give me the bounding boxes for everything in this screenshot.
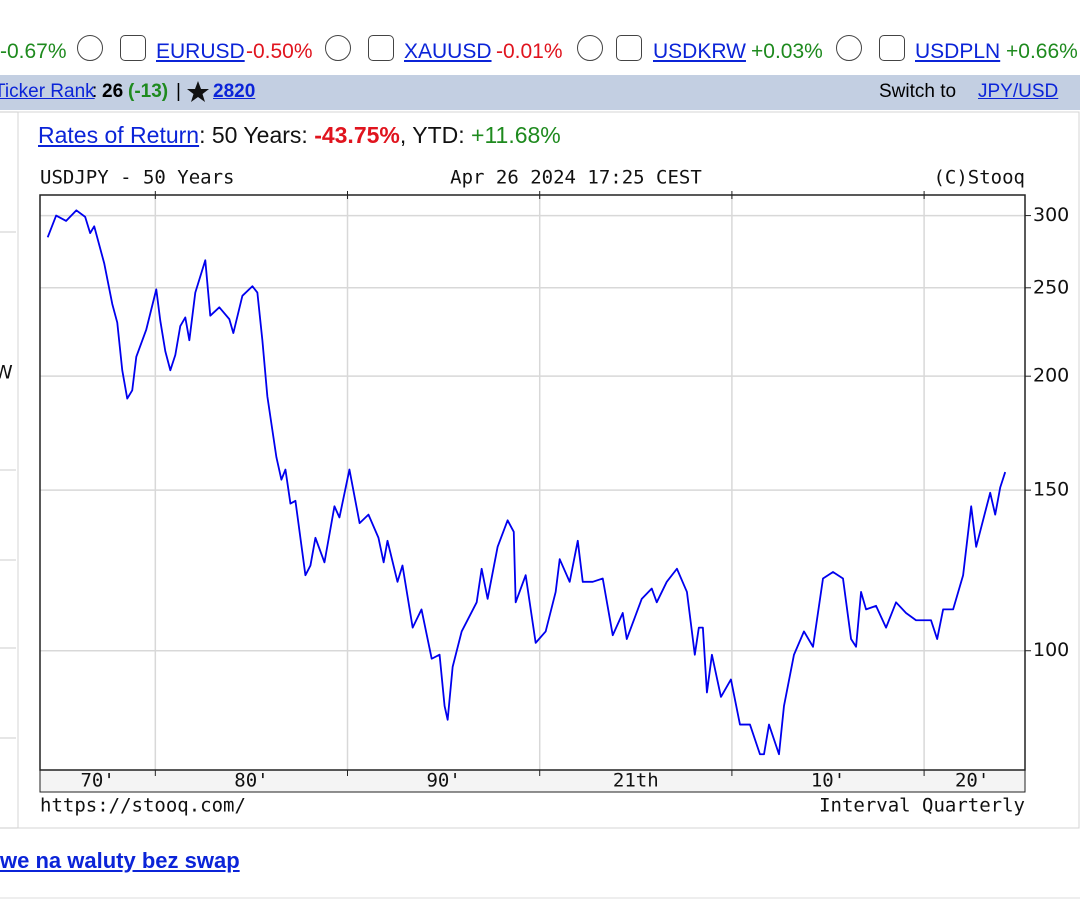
ticker-link[interactable]: XAUUSD [404,40,492,63]
chart-url: https://stooq.com/ [40,795,246,817]
x-tick-label: 70' [80,770,114,792]
chart-source: (C)Stooq [933,167,1025,189]
ticker-change: +0.03% [751,40,823,63]
y-tick-label: 200 [1033,365,1069,387]
checkbox[interactable] [616,35,642,61]
returns-period-value: -43.75% [314,122,400,148]
rank-change: (-13) [128,81,169,102]
chart-timestamp: Apr 26 2024 17:25 CEST [450,167,702,189]
grid: 100 150 200 250 300 70' 80' 90' 21th 10' 20' [40,191,1069,792]
y-tick-label: 150 [1033,479,1069,501]
ticker-change: +0.66% [1006,40,1078,63]
ticker-change: -0.50% [246,40,313,63]
chart-title: USDJPY - 50 Years [40,167,234,189]
returns-ytd-label: , YTD: [399,122,465,148]
y-tick-label: 300 [1033,204,1069,226]
ticker-link[interactable]: USDPLN [915,40,1001,63]
radio[interactable] [836,35,862,61]
x-axis-strip [39,769,1026,793]
radio[interactable] [577,35,603,61]
x-tick-label: 21th [613,770,659,792]
plot-frame [39,194,1026,771]
chart-card [17,111,1080,829]
side-fragment: W [0,362,13,384]
footer-link[interactable]: we na waluty bez swap [0,848,240,873]
rank-sep: : [92,81,98,102]
y-tick-label: 250 [1033,276,1069,298]
star-icon [187,81,209,102]
views-link[interactable]: 2820 [213,81,256,102]
radio[interactable] [325,35,351,61]
radio[interactable] [77,35,103,61]
checkbox[interactable] [879,35,905,61]
returns-link[interactable]: Rates of Return [38,122,200,148]
plot [46,209,1007,756]
checkbox[interactable] [368,35,394,61]
ticker-link[interactable]: EURUSD [156,40,245,63]
price-line [46,209,1007,756]
returns-ytd-value: +11.68% [471,122,561,148]
info-bar [0,75,1080,110]
ticker-change: -0.01% [496,40,563,63]
x-tick-label: 10' [811,770,845,792]
y-tick-label: 100 [1033,639,1069,661]
chart-interval: Interval Quarterly [819,795,1025,817]
ticker-change: -0.67% [0,40,67,63]
switch-text: Switch to [879,81,957,102]
x-tick-label: 90' [426,770,460,792]
divider: | [176,81,181,102]
x-tick-label: 80' [234,770,268,792]
rank-link[interactable]: Ticker Rank [0,81,95,102]
ticker-link[interactable]: USDKRW [653,40,746,63]
checkbox[interactable] [120,35,146,61]
x-tick-label: 20' [955,770,989,792]
switch-link[interactable]: JPY/USD [978,81,1059,102]
returns-line: Rates of Return: 50 Years: -43.75%, YTD:… [38,122,561,149]
rank: 26 [102,81,124,102]
returns-period-label: : 50 Years: [199,122,308,148]
